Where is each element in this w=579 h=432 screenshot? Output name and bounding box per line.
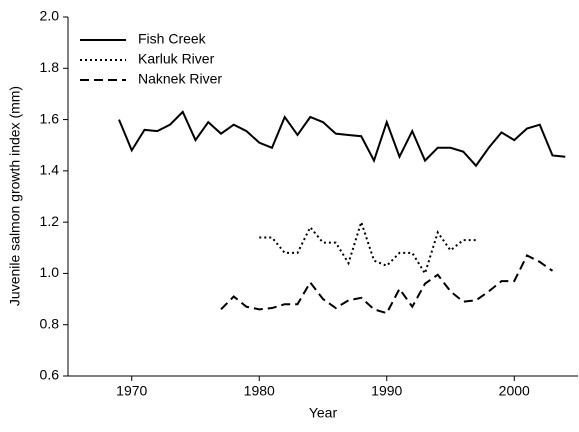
y-tick-label: 1.8	[40, 59, 60, 75]
legend-label: Fish Creek	[138, 31, 207, 47]
x-tick-label: 1970	[116, 383, 147, 399]
series-line	[118, 110, 566, 168]
legend-label: Naknek River	[138, 71, 222, 87]
series-line	[220, 254, 554, 315]
y-tick-label: 2.0	[40, 8, 60, 24]
x-tick-label: 1990	[371, 383, 402, 399]
legend-label: Karluk River	[138, 51, 215, 67]
y-tick-label: 1.2	[40, 213, 60, 229]
series-line	[259, 218, 476, 276]
x-tick-label: 2000	[499, 383, 530, 399]
x-axis-label: Year	[309, 405, 338, 421]
y-axis-label: Juvenile salmon growth index (mm)	[7, 86, 23, 306]
x-tick-label: 1980	[244, 383, 275, 399]
y-tick-label: 1.6	[40, 110, 60, 126]
y-tick-label: 0.6	[40, 367, 60, 383]
y-tick-label: 1.4	[40, 162, 60, 178]
y-tick-label: 1.0	[40, 264, 60, 280]
y-tick-label: 0.8	[40, 315, 60, 331]
